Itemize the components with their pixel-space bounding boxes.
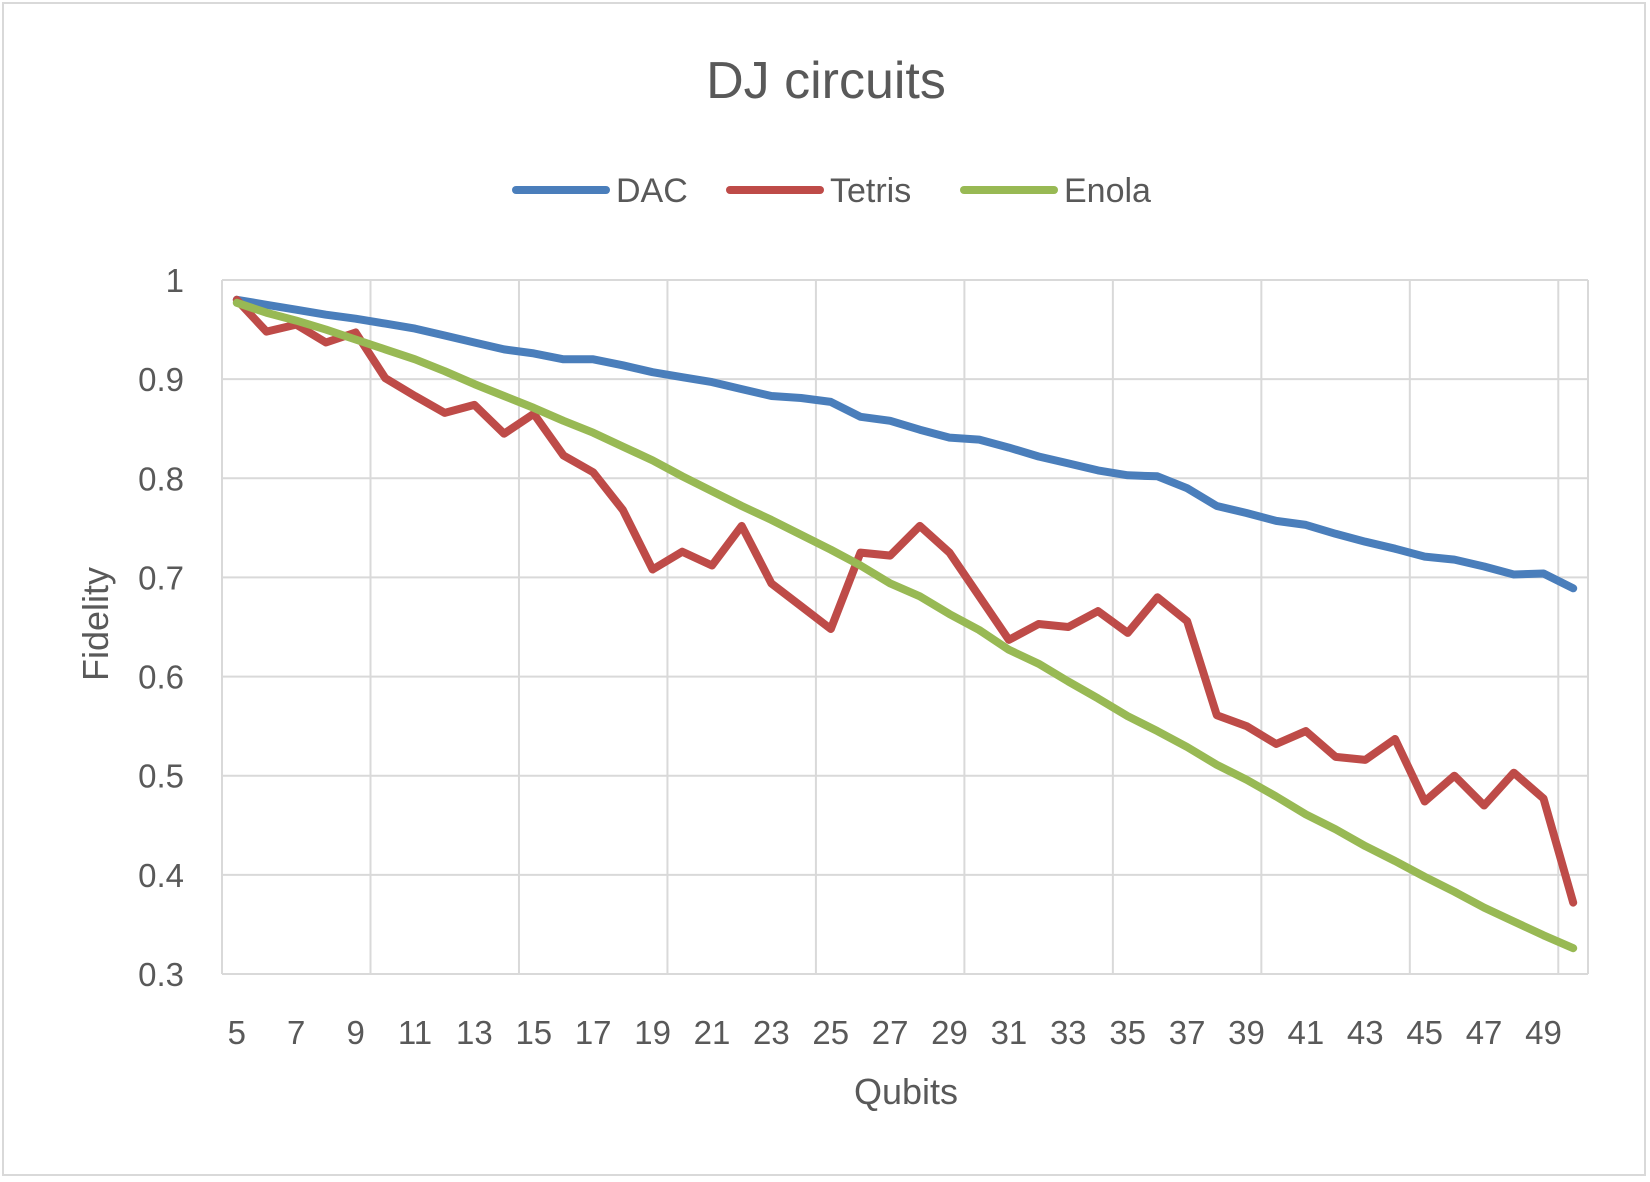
legend-label-tetris: Tetris [830,172,911,210]
y-tick-label: 0.4 [138,857,184,894]
x-tick-label: 49 [1525,1014,1562,1051]
series-line-enola [232,298,1578,953]
y-tick-label: 0.7 [138,559,184,596]
x-tick-label: 29 [931,1014,968,1051]
y-tick-label: 0.6 [138,659,184,696]
x-tick-label: 7 [287,1014,305,1051]
x-tick-label: 37 [1169,1014,1206,1051]
y-axis-label: Fidelity [75,567,116,681]
y-tick-label: 0.3 [138,956,184,993]
x-tick-label: 15 [515,1014,552,1051]
x-tick-label: 5 [228,1014,246,1051]
x-tick-label: 11 [398,1014,432,1051]
grid [221,279,1589,975]
y-tick-label: 0.9 [138,361,184,398]
x-tick-label: 45 [1406,1014,1443,1051]
legend-label-dac: DAC [616,172,688,210]
x-tick-label: 19 [634,1014,671,1051]
x-tick-label: 31 [991,1014,1028,1051]
x-tick-labels: 5 7 9 11 13 15 17 19 21 23 25 27 29 31 33 35 37 39 41 43 45 4… [228,1014,1562,1051]
x-tick-label: 23 [753,1014,790,1051]
chart-title: DJ circuits [706,52,946,110]
y-tick-label: 1 [166,262,184,299]
x-tick-label: 17 [575,1014,612,1051]
x-tick-label: 43 [1347,1014,1384,1051]
series-lines [232,295,1578,953]
x-tick-label: 41 [1288,1014,1325,1051]
y-tick-label: 0.8 [138,460,184,497]
y-tick-labels: 0.3 0.4 0.5 0.6 0.7 0.8 0.9 1 [138,262,184,993]
series-line-tetris [232,295,1578,907]
x-tick-label: 27 [872,1014,909,1051]
series-line-dac [232,295,1578,593]
x-tick-label: 25 [812,1014,849,1051]
x-tick-label: 9 [346,1014,364,1051]
x-tick-label: 33 [1050,1014,1087,1051]
legend-label-enola: Enola [1064,172,1151,210]
legend: DAC Tetris Enola [512,172,1151,210]
x-tick-label: 35 [1109,1014,1146,1051]
x-tick-label: 39 [1228,1014,1265,1051]
x-tick-label: 21 [694,1014,731,1051]
x-tick-label: 13 [456,1014,493,1051]
x-tick-label: 47 [1466,1014,1503,1051]
y-tick-label: 0.5 [138,758,184,795]
chart: DJ circuits DAC Tetris Enola 0.30.40.50.60… [75,52,1589,1112]
x-axis-label: Qubits [854,1071,958,1112]
